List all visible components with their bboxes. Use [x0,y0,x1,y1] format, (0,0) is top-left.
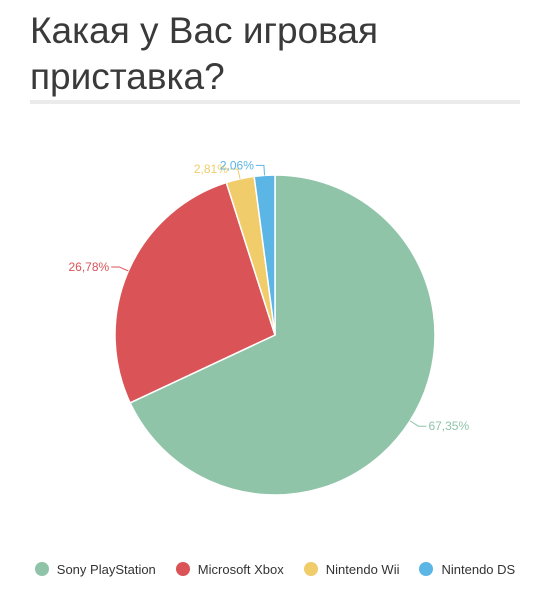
chart-title: Какая у Вас игровая приставка? [30,10,379,97]
legend-label-3: Nintendo DS [441,561,516,577]
legend-label-0: Sony PlayStation [56,561,156,577]
legend-swatch-1 [175,562,190,576]
chart-legend: Sony PlayStation Microsoft Xbox Nintendo W… [0,559,550,579]
legend-swatch-0 [34,562,49,576]
legend-item-2[interactable]: Nintendo Wii [303,561,400,577]
slice-label-3: 2,06% [220,158,254,172]
slice-leader-line-0 [409,420,427,427]
slice-label-1: 26,78% [69,260,110,274]
pie-slice-3 [253,174,276,336]
slice-leader-line-1 [111,266,129,272]
legend-item-3[interactable]: Nintendo DS [419,562,515,577]
legend-swatch-2 [303,562,318,576]
legend-swatch-3 [419,562,434,576]
slice-leader-line-2 [229,168,241,179]
legend-label-2: Nintendo Wii [325,561,400,577]
pie-slice-0 [129,174,436,496]
pie-slice-1 [114,181,276,404]
slice-label-0: 67,35% [428,419,469,433]
slice-leader-line-3 [255,164,266,176]
legend-item-1[interactable]: Microsoft Xbox [175,561,284,577]
legend-item-0[interactable]: Sony PlayStation [34,561,156,577]
slice-label-2: 2,81% [194,162,228,176]
legend-label-1: Microsoft Xbox [197,561,284,577]
title-divider [30,100,520,104]
